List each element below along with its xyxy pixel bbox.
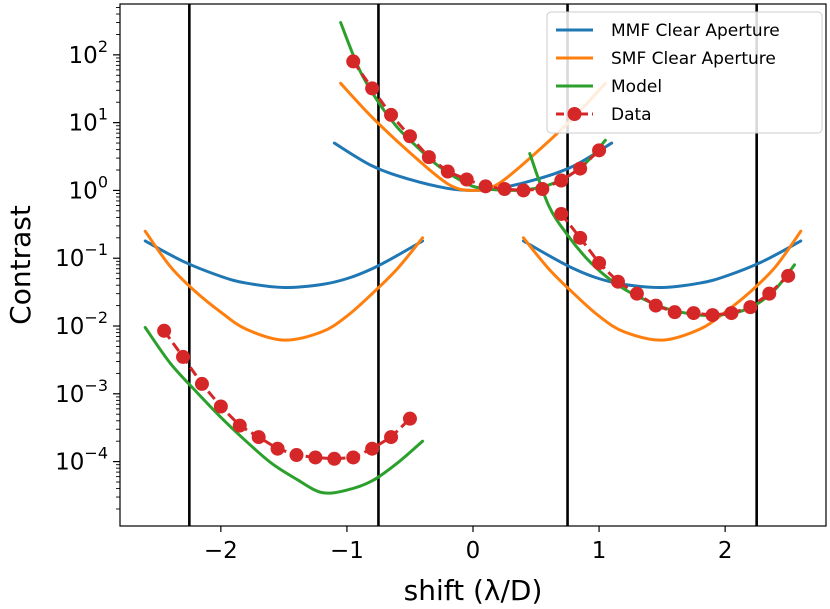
y-axis-ticks: 102 101 100 10−1 10−2 10−3 10−4 xyxy=(55,7,120,510)
x-tick-label: 0 xyxy=(466,538,481,564)
y-tick-label: 10−3 xyxy=(55,376,108,408)
data-point xyxy=(365,81,380,96)
data-point xyxy=(705,308,720,323)
series-smf-clear-aperture-line-1 xyxy=(143,229,425,342)
data-point xyxy=(592,256,607,271)
data-point xyxy=(762,286,777,301)
data-point xyxy=(554,206,569,221)
x-axis-ticks: −2 −1 0 1 2 xyxy=(204,526,733,564)
data-point xyxy=(384,107,399,122)
x-tick-label: 2 xyxy=(718,538,733,564)
legend-label: Model xyxy=(611,77,662,97)
data-point xyxy=(686,306,701,321)
data-point xyxy=(573,230,588,245)
data-point xyxy=(232,418,247,433)
data-point xyxy=(478,179,493,194)
data-point xyxy=(724,306,739,321)
data-point xyxy=(459,172,474,187)
data-point xyxy=(781,268,796,283)
legend-label: Data xyxy=(611,105,652,125)
data-point xyxy=(346,54,361,69)
y-tick-label: 10−4 xyxy=(55,444,108,476)
y-tick-label: 101 xyxy=(69,105,108,137)
data-point xyxy=(421,150,436,165)
x-axis-label: shift (λ/D) xyxy=(404,574,543,607)
data-point xyxy=(592,143,607,158)
data-point xyxy=(667,305,682,320)
data-point xyxy=(440,164,455,179)
data-point xyxy=(176,349,191,364)
legend-box xyxy=(546,11,823,134)
data-point xyxy=(289,448,304,463)
series-mmf-clear-aperture-line-1 xyxy=(143,239,425,289)
data-point xyxy=(573,161,588,176)
series-data xyxy=(157,54,796,466)
data-point xyxy=(535,181,550,196)
y-tick-label: 10−2 xyxy=(55,308,108,340)
data-point xyxy=(648,298,663,313)
data-point xyxy=(610,274,625,289)
data-point xyxy=(308,450,323,465)
legend-marker xyxy=(567,107,582,121)
series-model-line-1 xyxy=(143,326,425,495)
data-point xyxy=(402,129,417,144)
x-tick-label: 1 xyxy=(592,538,607,564)
x-tick-label: −1 xyxy=(330,538,364,564)
x-tick-label: −2 xyxy=(204,538,238,564)
series-mmf-clear-aperture xyxy=(143,141,803,289)
data-point xyxy=(554,173,569,188)
data-point xyxy=(629,286,644,301)
data-point xyxy=(365,441,380,456)
data-point xyxy=(213,399,228,414)
data-point xyxy=(516,183,531,198)
legend: MMF Clear Aperture SMF Clear Aperture Mode… xyxy=(546,11,823,134)
legend-label: MMF Clear Aperture xyxy=(611,21,780,41)
series-smf-clear-aperture-line-3 xyxy=(521,229,803,342)
series-mmf-clear-aperture-line-3 xyxy=(521,239,803,289)
data-point xyxy=(251,430,266,445)
data-point xyxy=(327,451,342,466)
legend-label: SMF Clear Aperture xyxy=(611,49,776,69)
y-tick-label: 102 xyxy=(69,37,108,69)
data-point xyxy=(402,411,417,426)
data-point xyxy=(743,300,758,315)
data-point xyxy=(497,181,512,196)
data-point xyxy=(346,450,361,465)
data-point xyxy=(384,430,399,445)
y-axis-label: Contrast xyxy=(4,205,37,325)
series-layer xyxy=(143,21,803,495)
data-point xyxy=(194,376,209,391)
y-tick-label: 10−1 xyxy=(55,240,108,272)
data-point xyxy=(157,323,172,338)
y-tick-label: 100 xyxy=(69,172,108,204)
data-point xyxy=(270,441,285,456)
